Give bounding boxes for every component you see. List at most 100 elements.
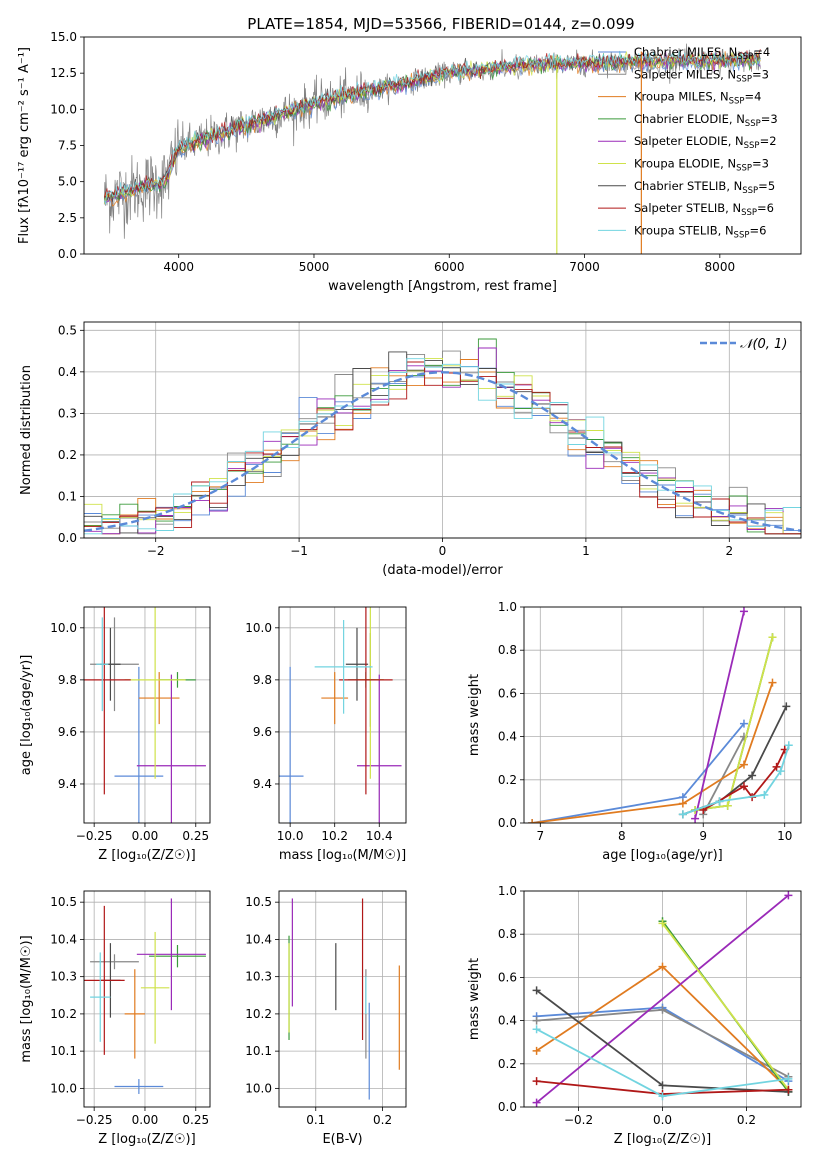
legend-model-name: Salpeter ELODIE bbox=[634, 134, 728, 148]
x-tick-label: −1 bbox=[290, 544, 308, 558]
legend-separator: , bbox=[718, 223, 725, 237]
gaussian-curve bbox=[84, 371, 801, 532]
x-tick-label: 2 bbox=[725, 544, 733, 558]
legend-nssp-eq: = bbox=[757, 201, 767, 215]
x-tick-label: 0.1 bbox=[306, 1113, 325, 1127]
age-vs-metallicity-panel: −0.25 0.00 0.25 9.4 9.6 9.8 10.0 Z [log₁₀(Z/Z☉)… bbox=[19, 606, 211, 863]
legend-nssp-eq: = bbox=[760, 134, 770, 148]
plot-area bbox=[103, 43, 761, 254]
mass-weight-marker bbox=[739, 719, 748, 728]
residual-histogram bbox=[84, 358, 801, 535]
mass-vs-metallicity-panel: −0.25 0.00 0.25 10.0 10.1 10.2 10.3 10.4 10.5 Z [… bbox=[19, 890, 211, 1147]
plot-area bbox=[279, 607, 402, 823]
y-tick-label: 2.5 bbox=[58, 211, 77, 225]
x-tick-label: 10 bbox=[777, 829, 792, 843]
mass-weight-line bbox=[682, 706, 788, 816]
y-tick-label: 10.3 bbox=[245, 970, 272, 984]
x-tick-label: 0.00 bbox=[132, 1113, 159, 1127]
legend-nssp-eq: = bbox=[761, 112, 771, 126]
legend-entry: Chabrier STELIB, NSSP=5 bbox=[634, 179, 775, 196]
mass-weight-marker bbox=[784, 741, 793, 750]
mass-weight-marker bbox=[760, 790, 769, 799]
legend-entry: Chabrier ELODIE, NSSP=3 bbox=[634, 112, 778, 129]
legend-nssp-eq: = bbox=[752, 67, 762, 81]
mass-weight-marker bbox=[776, 767, 785, 776]
x-axis-label: Z [log₁₀(Z/Z☉)] bbox=[98, 848, 195, 863]
legend-nssp-subscript: SSP bbox=[737, 52, 753, 62]
y-axis-label: mass weight bbox=[467, 958, 482, 1040]
y-tick-label: 10.0 bbox=[245, 1081, 272, 1095]
mass-weight-marker bbox=[768, 633, 777, 642]
plot-area bbox=[288, 898, 400, 1100]
grid-lines bbox=[84, 607, 210, 823]
x-tick-label: 8000 bbox=[705, 260, 736, 274]
axes-frame bbox=[83, 321, 802, 539]
mass-weight-line bbox=[661, 922, 790, 1091]
y-tick-label: 0.0 bbox=[498, 816, 517, 830]
legend-entry: Chabrier MILES, NSSP=4 bbox=[634, 45, 770, 62]
y-tick-label: 1.0 bbox=[498, 884, 517, 898]
y-tick-label: 15.0 bbox=[50, 30, 77, 44]
mass-weight-marker bbox=[772, 762, 781, 771]
mass-weight-marker bbox=[532, 1077, 541, 1086]
legend-nssp: N bbox=[729, 45, 738, 59]
legend-nssp-value: 3 bbox=[762, 157, 769, 171]
grid-lines bbox=[279, 607, 406, 823]
legend-entry: Kroupa STELIB, NSSP=6 bbox=[634, 223, 766, 240]
legend-nssp: N bbox=[727, 67, 736, 81]
mass-weight-marker bbox=[784, 1085, 793, 1094]
mass-weight-marker bbox=[532, 1025, 541, 1034]
y-tick-label: 5.0 bbox=[58, 175, 77, 189]
y-tick-label: 10.1 bbox=[245, 1044, 272, 1058]
grid-lines bbox=[84, 322, 801, 539]
mass-weight-marker bbox=[532, 1046, 541, 1055]
y-tick-label: 0.4 bbox=[58, 365, 77, 379]
y-tick-label: 10.4 bbox=[50, 932, 77, 946]
mass-weight-marker bbox=[532, 1016, 541, 1025]
x-axis-label: Z [log₁₀(Z/Z☉)] bbox=[614, 1132, 711, 1147]
mass-weight-marker bbox=[739, 782, 748, 791]
y-tick-label: 9.8 bbox=[253, 673, 272, 687]
legend-nssp: N bbox=[736, 112, 745, 126]
legend-nssp-subscript: SSP bbox=[736, 164, 752, 174]
y-tick-label: 10.5 bbox=[50, 895, 77, 909]
mass-weight-marker bbox=[658, 962, 667, 971]
model-spectrum-line bbox=[103, 49, 761, 198]
legend-nssp-eq: = bbox=[752, 157, 762, 171]
legend-nssp-value: 2 bbox=[769, 134, 776, 148]
legend-nssp-subscript: SSP bbox=[744, 141, 760, 151]
y-tick-label: 0.0 bbox=[58, 247, 77, 261]
mass-vs-ebv-panel: 0.1 0.2 10.0 10.1 10.2 10.3 10.4 10.5 E(B-V) bbox=[245, 890, 407, 1147]
legend-nssp-subscript: SSP bbox=[742, 186, 758, 196]
y-tick-label: 10.0 bbox=[50, 102, 77, 116]
y-tick-label: 0.1 bbox=[58, 489, 77, 503]
y-tick-label: 9.4 bbox=[58, 777, 77, 791]
x-tick-label: 0.2 bbox=[737, 1113, 756, 1127]
y-tick-label: 10.0 bbox=[50, 621, 77, 635]
legend-separator: , bbox=[729, 112, 736, 126]
legend-nssp-value: 6 bbox=[759, 223, 766, 237]
x-tick-label: 0.2 bbox=[373, 1113, 392, 1127]
x-tick-label: 10.2 bbox=[321, 829, 348, 843]
x-axis-label: mass [log₁₀(M/M☉)] bbox=[279, 848, 406, 863]
legend-nssp-value: 4 bbox=[763, 45, 770, 59]
legend-separator: , bbox=[721, 45, 728, 59]
y-tick-label: 0.8 bbox=[498, 927, 517, 941]
mass-weight-marker bbox=[658, 1092, 667, 1101]
axes-frame bbox=[83, 606, 211, 824]
y-tick-label: 0.2 bbox=[498, 773, 517, 787]
plot-area bbox=[528, 607, 793, 823]
mass-weight-marker bbox=[678, 799, 687, 808]
legend-separator: , bbox=[725, 201, 732, 215]
y-tick-label: 9.6 bbox=[253, 725, 272, 739]
y-axis-label: Normed distribution bbox=[19, 365, 34, 495]
x-tick-label: 10.0 bbox=[277, 829, 304, 843]
mass-weight-marker bbox=[715, 797, 724, 806]
mass-weight-marker bbox=[658, 1005, 667, 1014]
x-tick-label: 8 bbox=[618, 829, 626, 843]
mass-weight-marker bbox=[678, 810, 687, 819]
mass-weight-line bbox=[694, 611, 745, 819]
legend-model-name: Salpeter MILES bbox=[634, 67, 720, 81]
gaussian-legend-label: 𝒩(0, 1) bbox=[740, 337, 787, 352]
axes-frame bbox=[83, 36, 802, 255]
